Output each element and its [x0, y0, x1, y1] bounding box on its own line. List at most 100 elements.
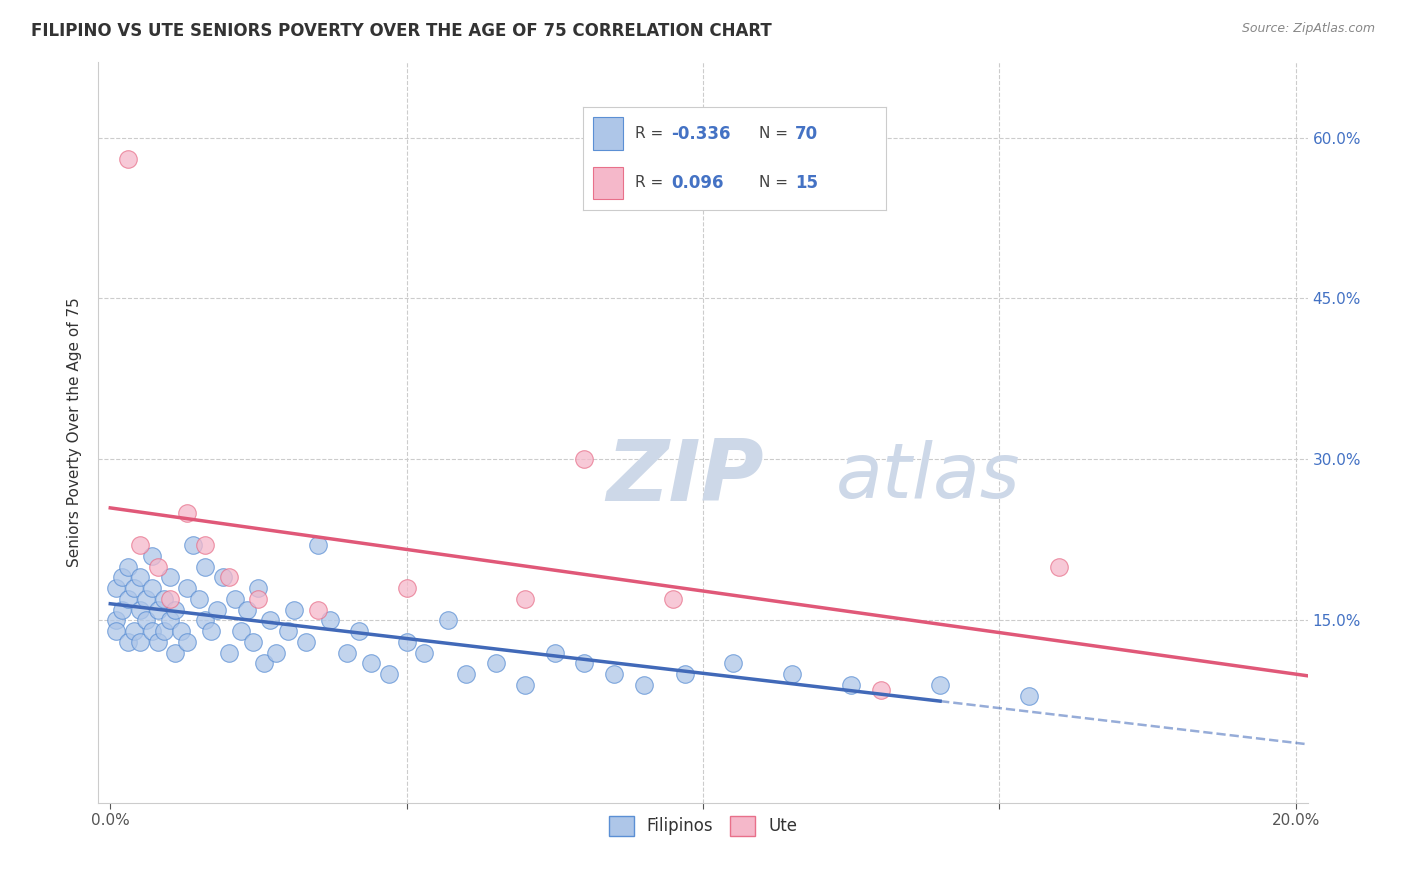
Point	[117, 559, 139, 574]
Point	[603, 667, 626, 681]
Point	[117, 635, 139, 649]
Point	[259, 614, 281, 628]
Point	[141, 549, 163, 563]
Point	[869, 683, 891, 698]
Point	[378, 667, 401, 681]
Point	[413, 646, 436, 660]
Point	[395, 581, 418, 595]
Point	[181, 538, 204, 552]
Point	[170, 624, 193, 639]
Point	[242, 635, 264, 649]
Point	[780, 667, 803, 681]
Point	[159, 570, 181, 584]
Point	[347, 624, 370, 639]
Point	[229, 624, 252, 639]
Point	[141, 581, 163, 595]
Point	[247, 581, 270, 595]
Y-axis label: Seniors Poverty Over the Age of 75: Seniors Poverty Over the Age of 75	[67, 298, 83, 567]
Point	[152, 624, 174, 639]
Point	[1018, 689, 1040, 703]
Point	[454, 667, 477, 681]
Text: FILIPINO VS UTE SENIORS POVERTY OVER THE AGE OF 75 CORRELATION CHART: FILIPINO VS UTE SENIORS POVERTY OVER THE…	[31, 22, 772, 40]
Point	[129, 538, 152, 552]
Point	[122, 581, 145, 595]
Point	[176, 635, 198, 649]
Point	[135, 614, 157, 628]
Point	[437, 614, 460, 628]
Point	[105, 581, 128, 595]
Point	[194, 559, 217, 574]
Point	[318, 614, 340, 628]
Text: 70: 70	[796, 125, 818, 143]
Point	[253, 657, 276, 671]
Point	[277, 624, 299, 639]
Point	[117, 591, 139, 606]
Text: 0.096: 0.096	[671, 174, 724, 192]
Point	[188, 591, 211, 606]
Point	[111, 602, 134, 616]
Point	[159, 591, 181, 606]
Point	[574, 452, 596, 467]
Text: N =: N =	[759, 176, 787, 191]
Text: R =: R =	[636, 176, 664, 191]
Point	[205, 602, 228, 616]
Text: R =: R =	[636, 126, 664, 141]
Legend: Filipinos, Ute: Filipinos, Ute	[602, 809, 804, 843]
Text: ZIP: ZIP	[606, 435, 763, 518]
Point	[395, 635, 418, 649]
Point	[135, 591, 157, 606]
Text: atlas: atlas	[837, 440, 1021, 514]
Point	[129, 635, 152, 649]
Point	[662, 591, 685, 606]
Point	[336, 646, 359, 660]
Point	[264, 646, 287, 660]
Text: Source: ZipAtlas.com: Source: ZipAtlas.com	[1241, 22, 1375, 36]
Point	[141, 624, 163, 639]
Point	[360, 657, 382, 671]
Point	[105, 614, 128, 628]
Point	[117, 152, 139, 166]
Point	[721, 657, 744, 671]
Point	[122, 624, 145, 639]
Point	[544, 646, 567, 660]
Point	[176, 581, 198, 595]
Text: 15: 15	[796, 174, 818, 192]
Point	[295, 635, 318, 649]
Point	[218, 646, 240, 660]
Bar	[592, 167, 623, 199]
Point	[105, 624, 128, 639]
Point	[165, 646, 187, 660]
Point	[235, 602, 257, 616]
Text: N =: N =	[759, 126, 787, 141]
Point	[212, 570, 235, 584]
Bar	[592, 118, 623, 150]
Point	[515, 678, 537, 692]
Point	[929, 678, 952, 692]
Point	[159, 614, 181, 628]
Point	[633, 678, 655, 692]
Point	[146, 559, 169, 574]
Point	[1047, 559, 1070, 574]
Point	[194, 538, 217, 552]
Point	[218, 570, 240, 584]
Point	[165, 602, 187, 616]
Point	[111, 570, 134, 584]
Point	[307, 538, 329, 552]
Point	[247, 591, 270, 606]
Point	[307, 602, 329, 616]
Point	[283, 602, 305, 616]
Point	[839, 678, 862, 692]
Point	[673, 667, 696, 681]
Point	[152, 591, 174, 606]
Point	[200, 624, 222, 639]
Point	[224, 591, 246, 606]
Point	[176, 506, 198, 520]
Point	[194, 614, 217, 628]
Text: -0.336: -0.336	[671, 125, 731, 143]
Point	[146, 602, 169, 616]
Point	[515, 591, 537, 606]
Point	[129, 602, 152, 616]
Point	[574, 657, 596, 671]
Point	[146, 635, 169, 649]
Point	[484, 657, 506, 671]
